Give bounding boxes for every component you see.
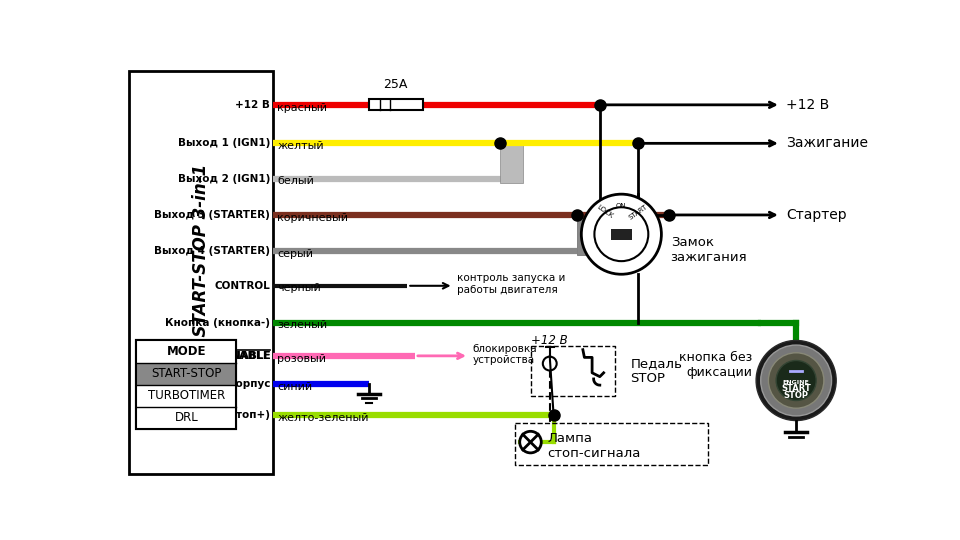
Bar bbox=[136, 362, 236, 384]
Text: ENGINE: ENGINE bbox=[782, 380, 809, 384]
Text: Лампа
стоп-сигнала: Лампа стоп-сигнала bbox=[547, 432, 641, 460]
Polygon shape bbox=[369, 99, 422, 110]
Text: белый: белый bbox=[277, 177, 314, 186]
Bar bbox=[136, 384, 236, 407]
Text: Зажигание: Зажигание bbox=[786, 136, 868, 150]
Text: Выход 2 (IGN1): Выход 2 (IGN1) bbox=[178, 174, 271, 184]
Text: +12 B: +12 B bbox=[235, 100, 271, 110]
Circle shape bbox=[776, 361, 816, 401]
Text: +12 В: +12 В bbox=[786, 98, 829, 112]
Text: коричневый: коричневый bbox=[277, 213, 348, 222]
Polygon shape bbox=[577, 215, 600, 255]
Text: 25A: 25A bbox=[384, 78, 408, 91]
Text: STOP: STOP bbox=[783, 392, 808, 400]
Text: Кнопка (кнопка-): Кнопка (кнопка-) bbox=[165, 318, 271, 328]
Text: START-STOP: START-STOP bbox=[151, 367, 222, 380]
Text: Выход 3 (STARTER): Выход 3 (STARTER) bbox=[155, 210, 271, 220]
Text: Стоп (стоп+): Стоп (стоп+) bbox=[193, 410, 271, 420]
Text: желто-зеленый: желто-зеленый bbox=[277, 413, 369, 423]
Polygon shape bbox=[500, 143, 523, 183]
Bar bbox=[136, 340, 236, 362]
Text: START: START bbox=[781, 384, 811, 393]
Text: синий: синий bbox=[277, 382, 312, 392]
Text: блокировка
устройства: блокировка устройства bbox=[472, 343, 538, 365]
Circle shape bbox=[756, 340, 836, 421]
Circle shape bbox=[582, 194, 661, 274]
Text: Педаль
STOP: Педаль STOP bbox=[631, 357, 683, 385]
Text: контроль запуска и
работы двигателя: контроль запуска и работы двигателя bbox=[457, 273, 565, 295]
Bar bbox=[136, 340, 236, 429]
Text: Стартер: Стартер bbox=[786, 208, 847, 222]
Text: желтый: желтый bbox=[277, 141, 324, 151]
Text: +12 В: +12 В bbox=[532, 334, 568, 347]
Text: розовый: розовый bbox=[277, 354, 326, 363]
Text: красный: красный bbox=[277, 103, 327, 112]
Circle shape bbox=[768, 353, 824, 408]
Text: Замок
зажигания: Замок зажигания bbox=[671, 235, 747, 264]
Text: ENABLE: ENABLE bbox=[225, 351, 271, 361]
Text: ENABLE: ENABLE bbox=[222, 351, 271, 361]
Text: START: START bbox=[628, 203, 649, 220]
Text: серый: серый bbox=[277, 249, 313, 259]
Text: зеленый: зеленый bbox=[277, 320, 327, 330]
Text: кнопка без
фиксации: кнопка без фиксации bbox=[679, 351, 753, 379]
Text: ON: ON bbox=[616, 204, 627, 210]
Text: (V2) START-STOP 3-in-1: (V2) START-STOP 3-in-1 bbox=[192, 164, 209, 382]
Polygon shape bbox=[611, 229, 632, 240]
Text: DRL: DRL bbox=[175, 411, 198, 424]
Bar bbox=[136, 340, 236, 429]
Circle shape bbox=[519, 431, 541, 453]
Text: черный: черный bbox=[277, 284, 321, 293]
Text: Корпус: Корпус bbox=[227, 379, 271, 389]
Circle shape bbox=[594, 207, 648, 261]
Text: Выход 4 (STARTER): Выход 4 (STARTER) bbox=[155, 246, 271, 256]
Text: TURBOTIMER: TURBOTIMER bbox=[148, 389, 225, 402]
Text: Выход 1 (IGN1): Выход 1 (IGN1) bbox=[178, 138, 271, 149]
Text: MODE: MODE bbox=[167, 345, 206, 358]
Circle shape bbox=[760, 345, 831, 416]
Bar bbox=[136, 407, 236, 429]
Text: LOCK: LOCK bbox=[595, 204, 613, 219]
Text: CONTROL: CONTROL bbox=[214, 281, 271, 291]
